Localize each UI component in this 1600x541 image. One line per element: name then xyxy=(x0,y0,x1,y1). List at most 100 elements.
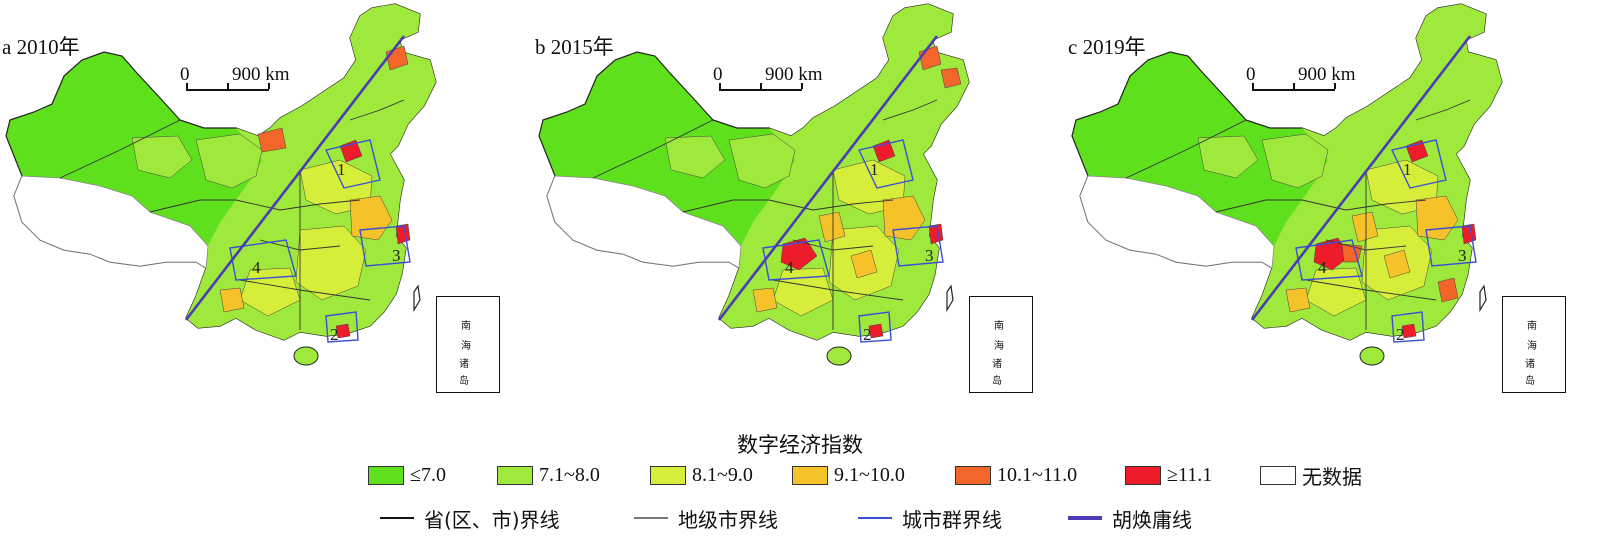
prefecture-patch xyxy=(818,211,846,243)
prefecture-patch xyxy=(1261,133,1329,189)
legend-item: 9.1~10.0 xyxy=(792,462,905,488)
legend-label: ≥11.1 xyxy=(1167,463,1213,486)
region-number-4: 4 xyxy=(1318,258,1327,277)
legend-line-item: 城市群界线 xyxy=(858,503,1002,533)
china-map-2015 xyxy=(538,3,1016,379)
inset-char: 诸 xyxy=(1525,359,1535,370)
legend-label: 9.1~10.0 xyxy=(834,463,905,486)
legend-swatch xyxy=(650,465,686,485)
legend-label: 7.1~8.0 xyxy=(539,463,600,486)
scale-zero-label: 0 xyxy=(180,64,190,85)
urban-agglomeration-line-sample xyxy=(858,517,892,519)
legend-swatch xyxy=(1125,465,1161,485)
prefecture-patch xyxy=(780,237,818,271)
prefecture-patch xyxy=(1197,135,1259,179)
legend-swatch xyxy=(792,465,828,485)
scale-line xyxy=(719,89,802,91)
scale-tick xyxy=(719,83,721,89)
no-data-region xyxy=(13,175,209,269)
prefecture-patch xyxy=(752,287,778,313)
map-panel-2015: b 2015年 0 900 km 1 2 3 4 南 海 诸 岛 xyxy=(533,0,1063,400)
legend-item: 8.1~9.0 xyxy=(650,462,753,488)
region-number-4: 4 xyxy=(252,258,261,277)
inset-char: 南 xyxy=(1527,321,1537,332)
prefecture-patch xyxy=(295,225,367,301)
prefecture-patch xyxy=(195,133,263,189)
china-map-2010 xyxy=(5,3,483,379)
urban-agglomeration-boundary xyxy=(1390,139,1447,189)
inset-char: 岛 xyxy=(1525,376,1535,387)
hainan-island xyxy=(1359,346,1385,366)
hainan-island xyxy=(826,346,852,366)
urban-agglomeration-boundary xyxy=(229,239,297,281)
region-number-2: 2 xyxy=(1396,325,1405,344)
inset-char: 海 xyxy=(1527,341,1537,352)
legend-item: 10.1~11.0 xyxy=(955,462,1077,488)
prefecture-patch xyxy=(1415,195,1459,241)
prefecture-patch xyxy=(131,135,193,179)
panel-label: a 2010年 xyxy=(2,35,80,59)
region-number-3: 3 xyxy=(1458,246,1467,265)
legend-item: ≥11.1 xyxy=(1125,462,1212,488)
hu-line-sample xyxy=(1068,516,1102,520)
taiwan-island xyxy=(946,284,954,313)
prefecture-patch xyxy=(882,195,926,241)
region-number-1: 1 xyxy=(870,160,879,179)
province-boundary xyxy=(682,199,769,213)
province-boundary xyxy=(1215,199,1302,213)
map-panel-2010: a 2010年 0 900 km 1 2 3 4 南 海 诸 岛 xyxy=(0,0,530,400)
inset-char: 岛 xyxy=(992,376,1002,387)
prefecture-patch xyxy=(728,133,796,189)
province-boundary xyxy=(1305,279,1437,301)
legend-item: 7.1~8.0 xyxy=(497,462,600,488)
province-boundary-line-sample xyxy=(380,517,414,519)
scale-distance-label: 900 km xyxy=(1298,64,1356,85)
inset-char: 南 xyxy=(994,321,1004,332)
legend-swatch xyxy=(955,465,991,485)
legend-line-label: 省(区、市)界线 xyxy=(424,507,560,532)
prefecture-patch xyxy=(1383,249,1411,279)
province-boundary xyxy=(882,99,938,121)
prefecture-patch xyxy=(257,127,287,153)
china-map-2019 xyxy=(1071,3,1549,379)
province-boundary xyxy=(1125,119,1247,179)
prefecture-patch xyxy=(1437,277,1459,303)
province-boundary xyxy=(149,199,236,213)
prefecture-patch xyxy=(1285,287,1311,313)
urban-agglomeration-boundary xyxy=(325,311,359,343)
legend-line-item: 地级市界线 xyxy=(634,503,778,533)
scale-tick xyxy=(1252,83,1254,89)
scale-tick xyxy=(186,83,188,89)
hu-huanyong-line xyxy=(717,35,939,321)
legend-line-label: 城市群界线 xyxy=(902,507,1002,532)
region-number-4: 4 xyxy=(785,258,794,277)
legend-line-label: 胡焕庸线 xyxy=(1112,507,1192,532)
urban-agglomeration-boundary xyxy=(762,239,830,281)
urban-agglomeration-boundary xyxy=(359,225,411,267)
legend-item: ≤7.0 xyxy=(368,462,446,488)
province-boundary xyxy=(349,99,405,121)
urban-agglomeration-boundary xyxy=(892,225,944,267)
legend-label: 8.1~9.0 xyxy=(692,463,753,486)
scale-bar: 0 900 km xyxy=(1246,64,1356,96)
legend-swatch xyxy=(1260,465,1296,485)
map-panel-2019: c 2019年 0 900 km 1 2 3 4 南 海 诸 岛 xyxy=(1066,0,1596,400)
panel-label: c 2019年 xyxy=(1068,35,1146,59)
prefecture-patch xyxy=(1305,267,1367,317)
prefecture-patch xyxy=(664,135,726,179)
prefecture-patch xyxy=(335,323,351,339)
hu-huanyong-line xyxy=(1250,35,1472,321)
legend-title: 数字经济指数 xyxy=(737,433,863,457)
scale-bar: 0 900 km xyxy=(713,64,823,96)
scale-tick xyxy=(760,83,762,89)
region-number-2: 2 xyxy=(330,325,339,344)
prefecture-patch xyxy=(1401,323,1417,339)
legend-line-label: 地级市界线 xyxy=(678,507,778,532)
province-boundary xyxy=(59,119,181,179)
scale-tick xyxy=(1334,83,1336,89)
region-number-2: 2 xyxy=(863,325,872,344)
legend-label: 无数据 xyxy=(1302,466,1362,489)
scale-tick xyxy=(268,83,270,89)
panel-label: b 2015年 xyxy=(535,35,614,59)
taiwan-island xyxy=(413,284,421,313)
